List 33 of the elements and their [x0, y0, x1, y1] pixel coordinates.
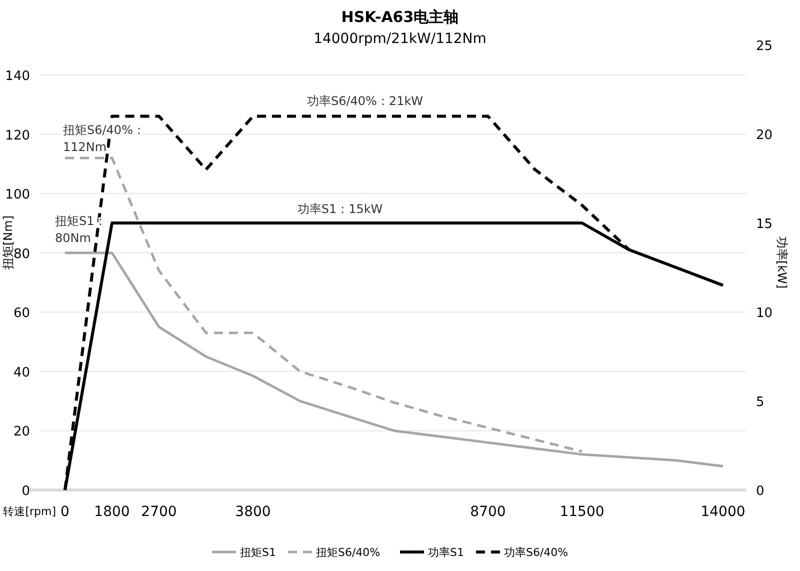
x-axis-title: 转速[rpm]: [3, 505, 56, 518]
annotation: 扭矩S1： 80Nm: [55, 214, 106, 245]
y2-tick-label: 0: [756, 484, 764, 499]
y-axis-title: 扭矩[Nm]: [1, 215, 15, 270]
y-tick-label: 100: [5, 188, 30, 203]
y-tick-label: 40: [13, 365, 30, 380]
y2-tick-label: 15: [756, 217, 773, 232]
y2-axis-title: 功率[kW]: [775, 236, 789, 289]
y-tick-label: 80: [13, 246, 30, 262]
legend-label: 功率S1: [428, 546, 464, 559]
y2-tick-label: 10: [756, 306, 773, 321]
annotation: 功率S6/40%：21kW: [306, 94, 424, 108]
legend-label: 扭矩S6/40%: [316, 546, 380, 559]
chart-subtitle: 14000rpm/21kW/112Nm: [314, 31, 486, 47]
x-tick-label: 2700: [141, 504, 177, 520]
y-tick-label: 0: [22, 484, 30, 499]
y-tick-label: 60: [13, 306, 30, 322]
chart-title: HSK-A63电主轴: [341, 8, 459, 26]
x-tick-label: 0: [60, 504, 70, 520]
x-tick-label: 11500: [560, 504, 604, 520]
legend-label: 扭矩S1: [240, 546, 276, 559]
x-tick-label: 14000: [700, 504, 746, 520]
annotation: 功率S1：15kW: [297, 202, 383, 216]
y2-tick-label: 20: [756, 128, 773, 143]
x-tick-label: 3800: [235, 504, 271, 520]
x-tick-label: 8700: [470, 504, 506, 520]
y-tick-label: 120: [5, 128, 30, 144]
y2-tick-label: 5: [756, 395, 764, 410]
y-tick-label: 20: [13, 424, 30, 440]
legend-label: 功率S6/40%: [504, 546, 568, 559]
y-tick-label: 140: [5, 69, 30, 84]
y2-tick-label: 25: [756, 39, 773, 54]
x-tick-label: 1800: [94, 504, 130, 520]
